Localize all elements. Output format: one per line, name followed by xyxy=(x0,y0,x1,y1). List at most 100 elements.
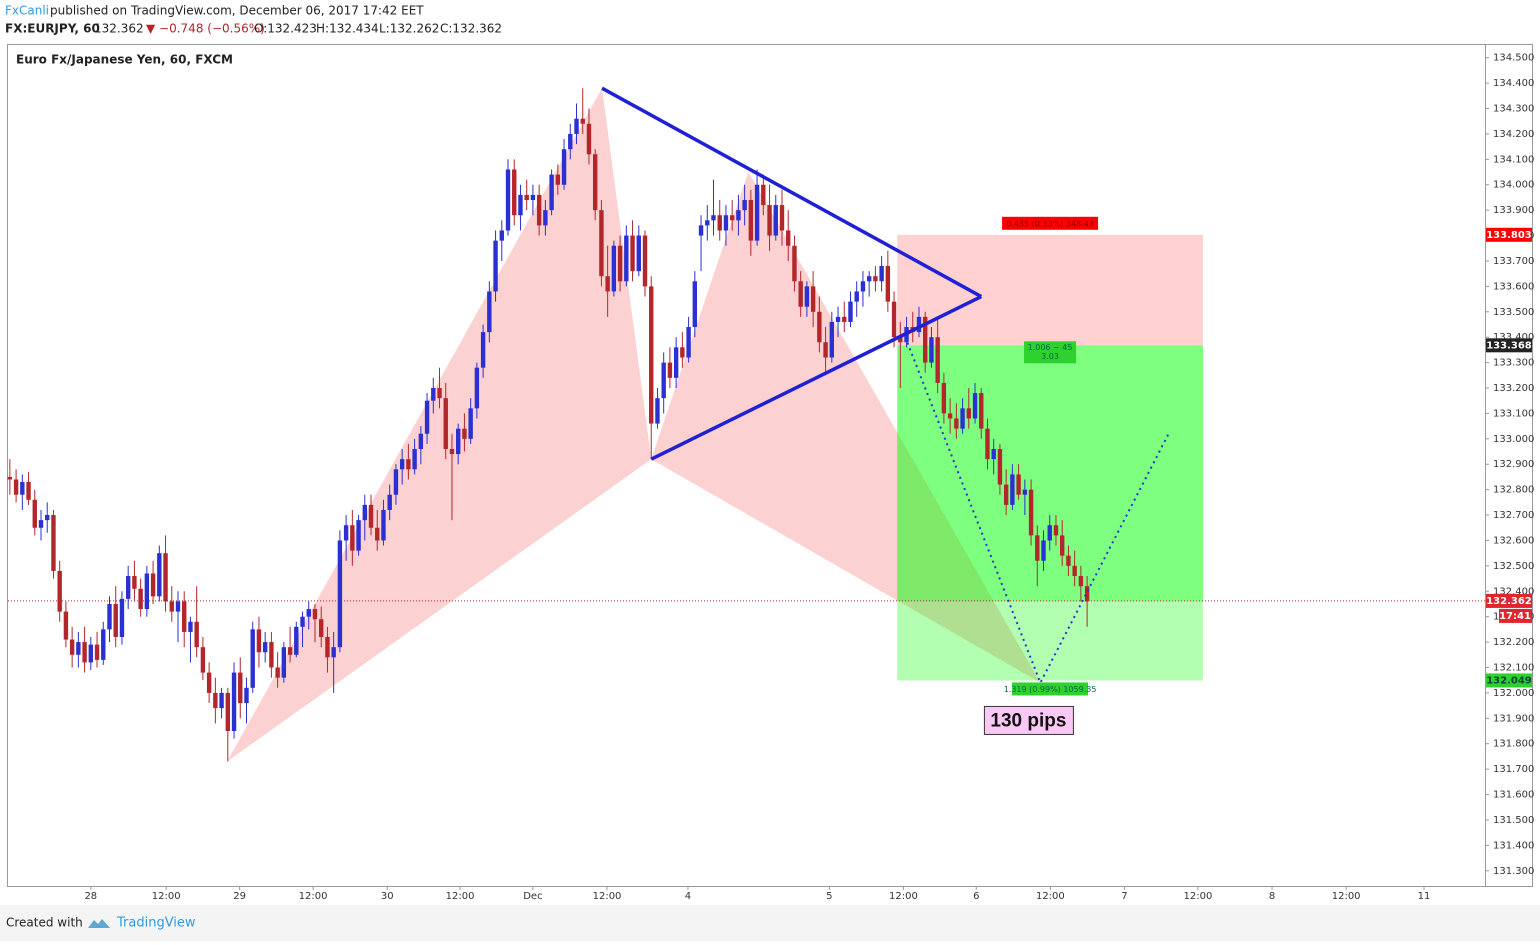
candle-body xyxy=(437,388,442,399)
candle-body xyxy=(1028,489,1034,536)
close: C:132.362 xyxy=(440,22,502,36)
candle-body xyxy=(325,637,330,658)
y-tick-label: 132.200 xyxy=(1493,637,1534,648)
y-tick-label: 134.000 xyxy=(1493,180,1534,191)
candle-body xyxy=(26,482,31,500)
candle-body xyxy=(835,316,841,322)
candle-body xyxy=(312,609,318,620)
candle-body xyxy=(250,629,255,688)
y-tick-label: 133.900 xyxy=(1493,205,1534,216)
candle-body xyxy=(536,194,542,226)
y-tick-label: 133.700 xyxy=(1493,256,1534,267)
annotation-bg xyxy=(983,705,1074,735)
y-tick-label: 132.400 xyxy=(1493,586,1534,597)
candle-body xyxy=(599,210,604,277)
x-tick-label: 11 xyxy=(1418,891,1431,902)
candle-body xyxy=(686,327,691,358)
candle-body xyxy=(985,428,990,460)
candle-body xyxy=(107,603,112,630)
candle-body xyxy=(144,573,150,610)
candle-body xyxy=(717,215,722,231)
candle-body xyxy=(487,291,492,333)
candle-body xyxy=(549,174,554,211)
footer-bg xyxy=(0,905,1540,941)
candle-body xyxy=(262,642,268,653)
logo xyxy=(88,919,110,928)
x-tick-label: 30 xyxy=(381,891,394,902)
candle-body xyxy=(960,408,965,429)
candle-body xyxy=(748,199,754,241)
candle-body xyxy=(480,332,486,368)
price-label-bg xyxy=(1486,338,1532,353)
y-tick-label: 133.300 xyxy=(1493,358,1534,369)
open: O:132.423 xyxy=(254,22,317,36)
candle-body xyxy=(792,245,797,282)
candle-body xyxy=(624,235,629,282)
created-with: Created with xyxy=(6,916,83,930)
candle-body xyxy=(1078,576,1084,587)
candle-body xyxy=(387,494,392,510)
price-label: 132.049 xyxy=(1486,675,1532,686)
candle-body xyxy=(169,601,174,612)
candle-body xyxy=(767,205,772,236)
candle-body xyxy=(979,393,984,429)
candle-body xyxy=(82,642,87,663)
candle-body xyxy=(449,448,455,455)
candle-body xyxy=(941,382,947,414)
y-tick-label: 132.100 xyxy=(1493,662,1534,673)
stop-zone xyxy=(897,234,1203,346)
price-label-bg xyxy=(1486,593,1532,608)
candle-body xyxy=(412,448,417,470)
pattern-triangle xyxy=(227,88,652,762)
x-tick-label: 28 xyxy=(84,891,97,902)
triangle-line xyxy=(601,86,983,299)
author[interactable]: FxCanli xyxy=(5,4,49,18)
y-tick-label: 132.900 xyxy=(1493,459,1534,470)
target-zone-rest xyxy=(897,600,1203,681)
candle-body xyxy=(916,316,922,333)
candle-body xyxy=(188,621,193,632)
stop-label-bg xyxy=(1002,216,1099,230)
candle-body xyxy=(773,205,778,236)
candle-body xyxy=(57,570,62,612)
y-tick-label: 131.400 xyxy=(1493,840,1534,851)
x-tick-label: 12:00 xyxy=(152,891,181,902)
y-tick-label: 131.900 xyxy=(1493,713,1534,724)
x-tick-label: 29 xyxy=(233,891,246,902)
y-tick-label: 133.400 xyxy=(1493,332,1534,343)
candle-body xyxy=(1010,474,1015,505)
y-tick-label: 131.500 xyxy=(1493,815,1534,826)
x-tick-label: 12:00 xyxy=(446,891,475,902)
candle-body xyxy=(617,245,623,282)
low: L:132.262 xyxy=(379,22,439,36)
x-tick-label: 5 xyxy=(826,891,832,902)
candle-body xyxy=(711,215,716,221)
candle-body xyxy=(543,210,548,226)
countdown: 17:41 xyxy=(1499,611,1531,622)
candle-body xyxy=(866,276,872,282)
x-tick-label: 8 xyxy=(1269,891,1275,902)
candle-body xyxy=(817,311,822,343)
candle-body xyxy=(574,118,579,134)
candle-body xyxy=(1066,555,1071,566)
candle-body xyxy=(1035,535,1040,561)
candle-body xyxy=(474,367,480,409)
candle-body xyxy=(499,230,504,241)
candle-body xyxy=(972,393,978,419)
candle-body xyxy=(206,672,212,693)
candle-body xyxy=(244,687,249,704)
candle-body xyxy=(698,225,704,236)
candle-body xyxy=(163,553,168,602)
candle-body xyxy=(1047,525,1052,541)
candle-body xyxy=(225,692,231,732)
candle-body xyxy=(754,184,760,241)
candle-body xyxy=(742,199,747,211)
candle-body xyxy=(761,184,766,206)
candle-body xyxy=(200,647,206,673)
candle-body xyxy=(636,235,641,272)
candle-body xyxy=(829,321,835,358)
candle-body xyxy=(51,515,56,571)
candle-body xyxy=(20,482,25,495)
brand[interactable]: TradingView xyxy=(116,916,196,931)
candle-body xyxy=(13,479,19,495)
